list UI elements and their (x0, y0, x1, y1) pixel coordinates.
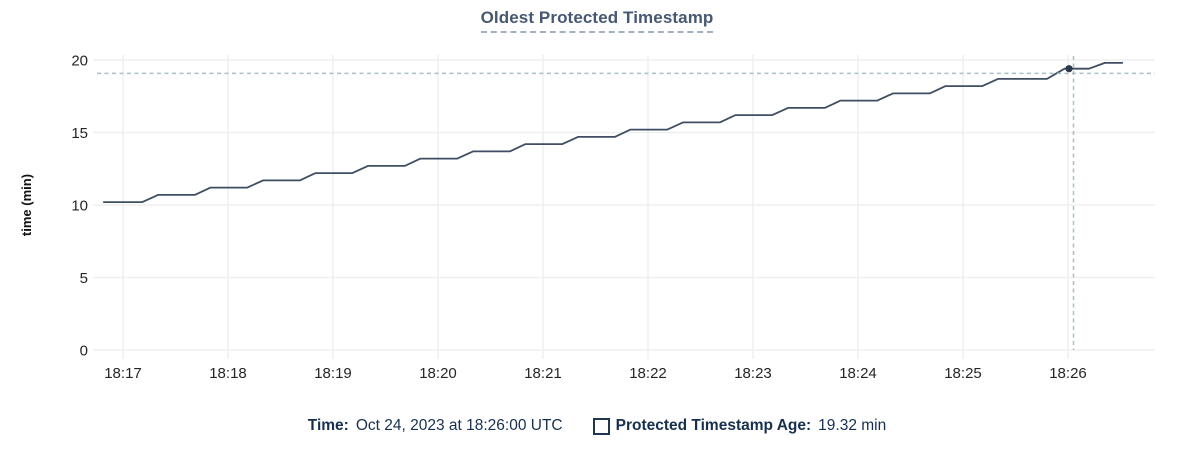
series-checkbox-icon[interactable] (592, 417, 610, 435)
y-tick-label: 5 (80, 270, 88, 287)
x-tick-label: 18:19 (314, 365, 352, 382)
y-tick-label: 0 (80, 343, 88, 360)
legend-hover-time: Time: Oct 24, 2023 at 18:26:00 UTC (308, 417, 563, 435)
chart-legend: Time: Oct 24, 2023 at 18:26:00 UTC Prote… (0, 417, 1194, 435)
x-tick-label: 18:18 (209, 365, 247, 382)
legend-time-label: Time: (307, 417, 349, 434)
x-tick-label: 18:21 (524, 365, 562, 382)
legend-series-label: Protected Timestamp Age: (615, 417, 812, 434)
hover-point[interactable] (1065, 65, 1073, 73)
x-tick-label: 18:17 (104, 365, 142, 382)
chart-title-text[interactable]: Oldest Protected Timestamp (480, 8, 714, 33)
x-tick-label: 18:24 (839, 365, 877, 382)
x-tick-label: 18:26 (1049, 365, 1087, 382)
x-tick-label: 18:23 (734, 365, 772, 382)
x-tick-label: 18:22 (629, 365, 667, 382)
series-line (102, 62, 1124, 203)
x-tick-label: 18:20 (419, 365, 457, 382)
chart-title: Oldest Protected Timestamp (0, 8, 1194, 33)
y-axis-title: time (min) (19, 174, 34, 236)
legend-time-value: Oct 24, 2023 at 18:26:00 UTC (355, 417, 563, 434)
legend-series-value: 19.32 min (818, 417, 887, 434)
legend-series-toggle[interactable]: Protected Timestamp Age: 19.32 min (592, 417, 887, 435)
x-tick-label: 18:25 (944, 365, 982, 382)
timeseries-chart[interactable]: 0 5 10 15 20 18:17 18:18 18:19 18:20 18:21 18:22 18… (0, 0, 1194, 400)
y-tick-label: 20 (71, 53, 88, 70)
y-tick-label: 10 (71, 198, 88, 215)
y-tick-label: 15 (71, 125, 88, 142)
